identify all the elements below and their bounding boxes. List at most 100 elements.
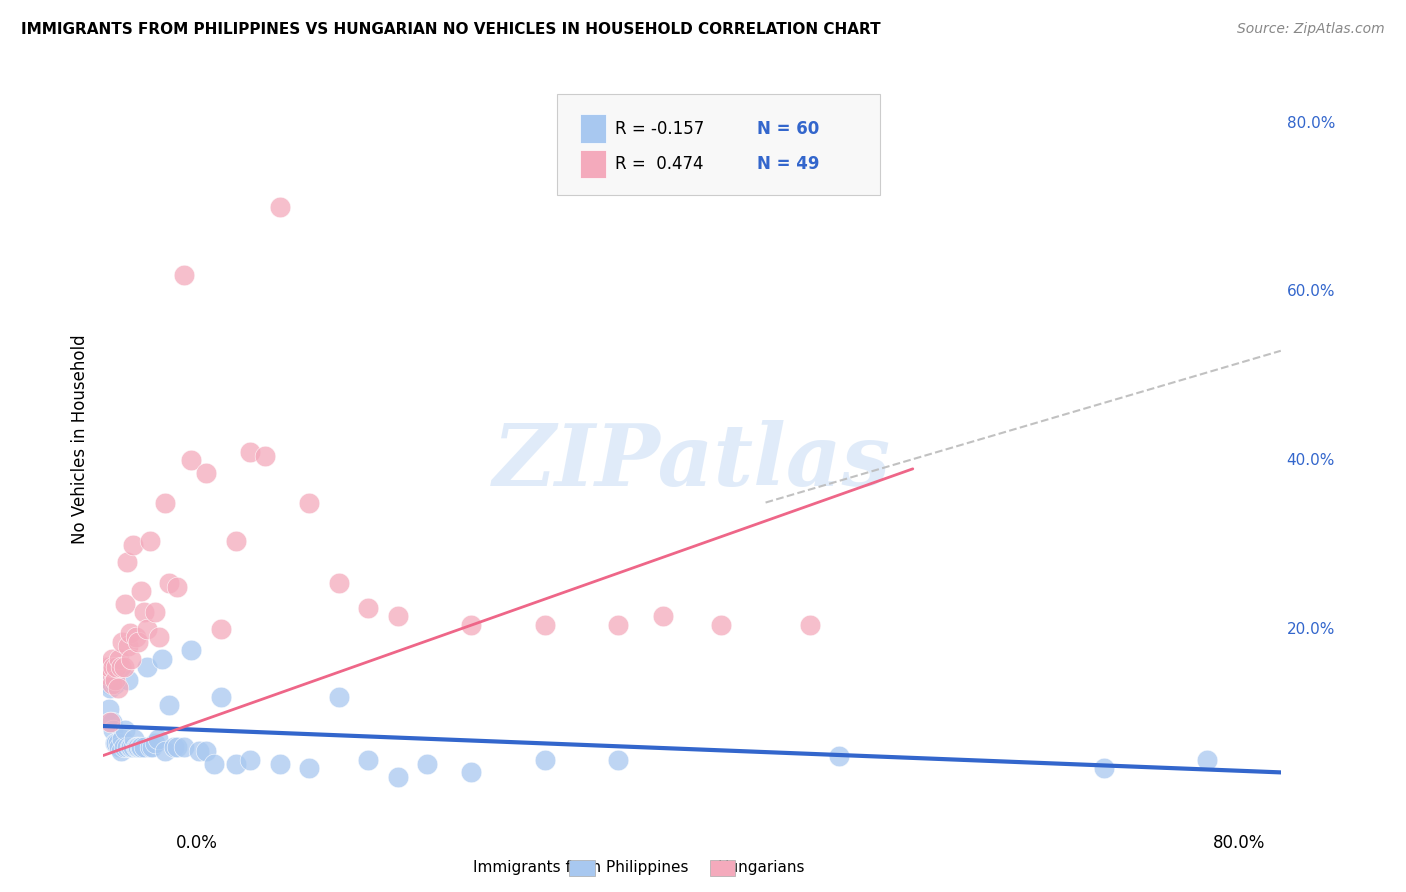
Point <box>269 201 291 215</box>
Text: ZIPatlas: ZIPatlas <box>494 420 891 504</box>
Text: Source: ZipAtlas.com: Source: ZipAtlas.com <box>1237 22 1385 37</box>
Point <box>150 651 173 665</box>
Point <box>131 740 153 755</box>
Point <box>115 555 138 569</box>
Point <box>136 622 159 636</box>
Point <box>187 744 209 758</box>
Point <box>112 660 135 674</box>
Point <box>98 660 121 674</box>
Point <box>357 753 380 767</box>
Point <box>209 690 232 704</box>
Point <box>101 714 124 729</box>
Text: N = 49: N = 49 <box>756 155 820 173</box>
Point <box>139 533 162 548</box>
Point <box>328 690 350 704</box>
Point <box>103 723 125 738</box>
Point <box>166 580 188 594</box>
Point <box>111 634 134 648</box>
Point <box>225 533 247 548</box>
Point <box>195 744 218 758</box>
Point <box>101 677 124 691</box>
Text: IMMIGRANTS FROM PHILIPPINES VS HUNGARIAN NO VEHICLES IN HOUSEHOLD CORRELATION CH: IMMIGRANTS FROM PHILIPPINES VS HUNGARIAN… <box>21 22 880 37</box>
Point <box>127 740 149 755</box>
Point <box>254 449 277 463</box>
Point <box>163 740 186 755</box>
Point <box>269 756 291 771</box>
Text: Immigrants from Philippines: Immigrants from Philippines <box>474 860 689 874</box>
Text: 20.0%: 20.0% <box>1286 622 1336 637</box>
Point <box>124 631 146 645</box>
Point <box>127 634 149 648</box>
Point <box>328 575 350 590</box>
Point <box>828 748 851 763</box>
Point <box>387 609 409 624</box>
Point <box>107 736 129 750</box>
Text: 80.0%: 80.0% <box>1286 116 1336 130</box>
Point <box>111 731 134 746</box>
Point <box>173 268 195 282</box>
Point <box>134 605 156 619</box>
Point <box>651 609 673 624</box>
Point <box>153 495 176 509</box>
Point <box>121 538 143 552</box>
Text: 40.0%: 40.0% <box>1286 453 1336 468</box>
Y-axis label: No Vehicles in Household: No Vehicles in Household <box>72 334 89 544</box>
Text: Hungarians: Hungarians <box>717 860 804 874</box>
Point <box>100 681 122 695</box>
Point <box>96 660 118 674</box>
Point <box>146 731 169 746</box>
Point <box>209 622 232 636</box>
Point <box>1092 761 1115 775</box>
Point <box>239 753 262 767</box>
Point <box>98 677 121 691</box>
Point <box>180 453 202 467</box>
Point <box>103 660 125 674</box>
Point <box>166 740 188 755</box>
Point <box>110 744 132 758</box>
Point <box>533 753 555 767</box>
Point <box>112 740 135 755</box>
Point <box>460 765 482 780</box>
Point <box>105 736 128 750</box>
Point <box>101 668 124 682</box>
Point <box>298 495 321 509</box>
Point <box>148 631 170 645</box>
Point <box>533 617 555 632</box>
Point <box>117 639 139 653</box>
Point <box>387 770 409 784</box>
Point <box>139 740 162 755</box>
Point <box>460 617 482 632</box>
Point <box>202 756 225 771</box>
Point <box>195 466 218 480</box>
Text: 80.0%: 80.0% <box>1213 834 1265 852</box>
Point <box>122 731 145 746</box>
Point <box>157 575 180 590</box>
Point <box>607 753 630 767</box>
Point <box>607 617 630 632</box>
Point <box>124 740 146 755</box>
Point <box>107 681 129 695</box>
Point <box>136 660 159 674</box>
Point <box>153 744 176 758</box>
Point <box>120 740 142 755</box>
Point <box>143 605 166 619</box>
Point <box>94 660 117 674</box>
Point <box>131 584 153 599</box>
FancyBboxPatch shape <box>557 94 880 195</box>
Point <box>120 651 142 665</box>
Point <box>101 651 124 665</box>
Point <box>125 740 148 755</box>
Point <box>96 668 118 682</box>
Point <box>357 601 380 615</box>
Point <box>104 673 127 687</box>
Point <box>98 702 121 716</box>
Point <box>108 651 131 665</box>
Point <box>141 740 163 755</box>
Text: 0.0%: 0.0% <box>176 834 218 852</box>
Point <box>110 660 132 674</box>
Point <box>157 698 180 712</box>
Text: R =  0.474: R = 0.474 <box>616 155 704 173</box>
Point <box>173 740 195 755</box>
Point <box>100 714 122 729</box>
Point <box>117 673 139 687</box>
